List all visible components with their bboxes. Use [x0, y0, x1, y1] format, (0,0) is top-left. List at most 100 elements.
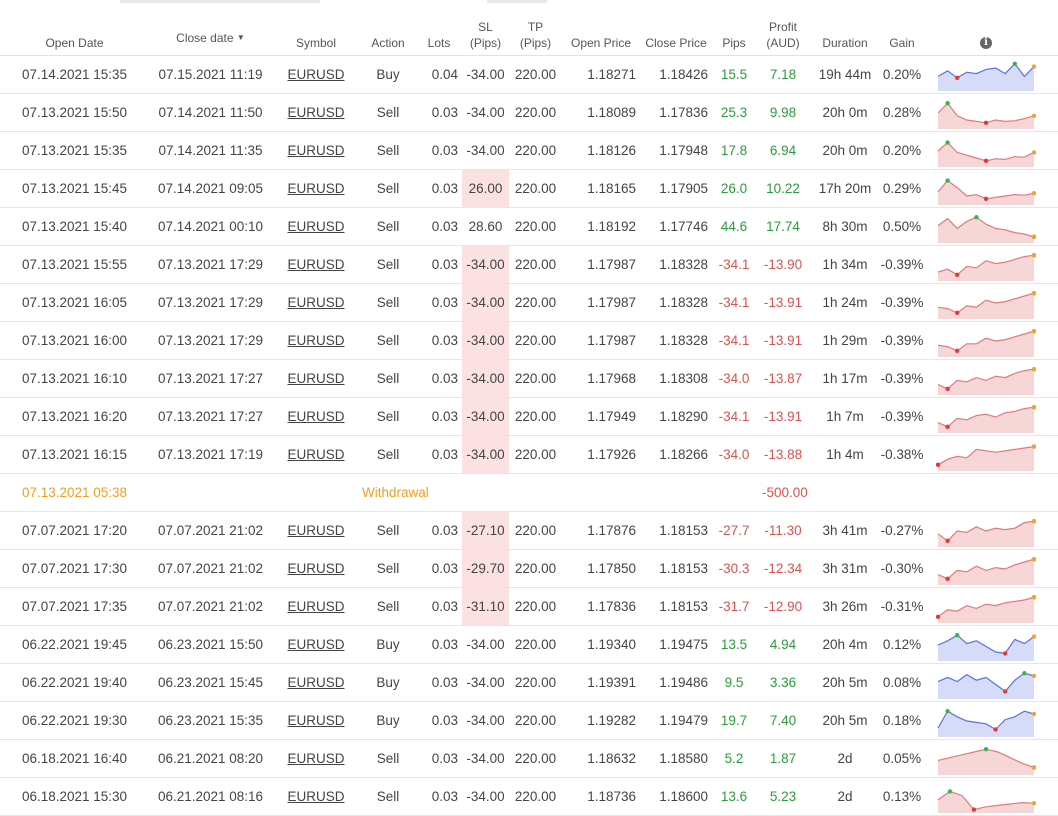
cell-sparkline[interactable] [924, 169, 1048, 208]
col-symbol[interactable]: Symbol [272, 0, 360, 56]
comment-cell[interactable] [1048, 397, 1058, 436]
symbol-link[interactable]: EURUSD [272, 283, 360, 322]
comment-cell[interactable] [1048, 283, 1058, 322]
symbol-link[interactable]: EURUSD [272, 435, 360, 474]
symbol-link[interactable]: EURUSD [272, 359, 360, 398]
col-close-date[interactable]: Close date ▼ [149, 0, 272, 56]
symbol-link[interactable]: EURUSD [272, 549, 360, 588]
col-open-date[interactable]: Open Date [0, 0, 149, 56]
cell-sparkline[interactable] [924, 435, 1048, 474]
symbol-link[interactable]: EURUSD [272, 169, 360, 208]
col-profit[interactable]: Profit (AUD) [756, 0, 810, 56]
cell-pips: 44.6 [712, 207, 756, 246]
symbol-link[interactable]: EURUSD [272, 777, 360, 816]
comment-cell[interactable] [1048, 359, 1058, 398]
table-row[interactable]: 07.13.2021 15:45 07.14.2021 09:05 EURUSD Se… [0, 169, 1058, 208]
col-open-price[interactable]: Open Price [562, 0, 640, 56]
cell-sparkline[interactable] [924, 93, 1048, 132]
table-row[interactable]: 07.07.2021 17:30 07.07.2021 21:02 EURUSD Se… [0, 549, 1058, 588]
cell-sparkline[interactable] [924, 397, 1048, 436]
sparkline-low-marker [971, 806, 977, 812]
cell-open-date: 07.07.2021 17:30 [0, 549, 149, 588]
symbol-link[interactable]: EURUSD [272, 701, 360, 740]
col-pips[interactable]: Pips [712, 0, 756, 56]
table-row[interactable]: 06.22.2021 19:40 06.23.2021 15:45 EURUSD Bu… [0, 663, 1058, 702]
table-row[interactable]: 06.18.2021 16:40 06.21.2021 08:20 EURUSD Se… [0, 739, 1058, 778]
symbol-link[interactable]: EURUSD [272, 397, 360, 436]
symbol-link[interactable]: EURUSD [272, 207, 360, 246]
cell-action: Sell [360, 587, 416, 626]
comment-cell[interactable] [1048, 473, 1058, 512]
cell-sparkline[interactable] [924, 359, 1048, 398]
col-tp[interactable]: TP (Pips) [509, 0, 562, 56]
symbol-link[interactable]: EURUSD [272, 321, 360, 360]
cell-gain: 0.29% [880, 169, 924, 208]
cell-sl: -34.00 [462, 93, 509, 132]
symbol-link[interactable]: EURUSD [272, 625, 360, 664]
table-row[interactable]: 07.13.2021 16:10 07.13.2021 17:27 EURUSD Se… [0, 359, 1058, 398]
table-row[interactable]: 07.13.2021 16:15 07.13.2021 17:19 EURUSD Se… [0, 435, 1058, 474]
symbol-link[interactable]: EURUSD [272, 511, 360, 550]
table-row[interactable]: 07.13.2021 16:20 07.13.2021 17:27 EURUSD Se… [0, 397, 1058, 436]
symbol-link[interactable]: EURUSD [272, 93, 360, 132]
cell-sparkline[interactable] [924, 55, 1048, 94]
cell-action: Sell [360, 549, 416, 588]
table-row[interactable]: 07.14.2021 15:35 07.15.2021 11:19 EURUSD Bu… [0, 55, 1058, 94]
symbol-link[interactable]: EURUSD [272, 55, 360, 94]
symbol-link[interactable]: EURUSD [272, 131, 360, 170]
cell-sparkline[interactable] [924, 739, 1048, 778]
sparkline-low-marker [955, 348, 960, 353]
table-row[interactable]: 07.13.2021 15:55 07.13.2021 17:29 EURUSD Se… [0, 245, 1058, 284]
sparkline-area [938, 406, 1034, 433]
sparkline-low-marker [945, 386, 950, 391]
cell-open-price: 1.19340 [562, 625, 640, 664]
table-row[interactable]: 07.07.2021 17:20 07.07.2021 21:02 EURUSD Se… [0, 511, 1058, 550]
table-row[interactable]: 06.22.2021 19:30 06.23.2021 15:35 EURUSD Bu… [0, 701, 1058, 740]
table-row[interactable]: 06.22.2021 19:45 06.23.2021 15:50 EURUSD Bu… [0, 625, 1058, 664]
cell-sparkline[interactable] [924, 625, 1048, 664]
table-row[interactable]: 07.13.2021 16:05 07.13.2021 17:29 EURUSD Se… [0, 283, 1058, 322]
cell-sparkline[interactable] [924, 245, 1048, 284]
table-row[interactable]: 07.13.2021 15:50 07.14.2021 11:50 EURUSD Se… [0, 93, 1058, 132]
comment-cell[interactable] [1048, 587, 1058, 626]
col-lots[interactable]: Lots [416, 0, 462, 56]
withdrawal-row[interactable]: 07.13.2021 05:38 Withdrawal -500.00 [0, 473, 1058, 512]
col-close-price[interactable]: Close Price [640, 0, 712, 56]
sparkline-end-marker [1031, 711, 1036, 716]
cell-sparkline[interactable] [924, 207, 1048, 246]
table-row[interactable]: 06.18.2021 15:30 06.21.2021 08:16 EURUSD Se… [0, 777, 1058, 816]
comment-cell[interactable] [1048, 549, 1058, 588]
col-sl[interactable]: SL (Pips) [462, 0, 509, 56]
col-action[interactable]: Action [360, 0, 416, 56]
cell-sparkline[interactable] [924, 587, 1048, 626]
symbol-link[interactable]: EURUSD [272, 739, 360, 778]
cell-sparkline[interactable] [924, 777, 1048, 816]
col-gain[interactable]: Gain [880, 0, 924, 56]
cell-sparkline[interactable] [924, 511, 1048, 550]
cell-close-price: 1.18426 [640, 55, 712, 94]
comment-cell[interactable] [1048, 511, 1058, 550]
info-icon[interactable]: i [980, 37, 992, 49]
table-row[interactable]: 07.13.2021 16:00 07.13.2021 17:29 EURUSD Se… [0, 321, 1058, 360]
cell-sl: -34.00 [462, 55, 509, 94]
col-duration[interactable]: Duration [810, 0, 880, 56]
symbol-link[interactable]: EURUSD [272, 245, 360, 284]
sparkline-end-marker [1031, 556, 1036, 561]
comment-cell[interactable] [1048, 321, 1058, 360]
cell-sparkline[interactable] [924, 549, 1048, 588]
sparkline-chart [937, 556, 1036, 585]
cell-sparkline[interactable] [924, 131, 1048, 170]
table-row[interactable]: 07.13.2021 15:35 07.14.2021 11:35 EURUSD Se… [0, 131, 1058, 170]
comment-cell[interactable] [1048, 245, 1058, 284]
comment-cell[interactable] [1048, 169, 1058, 208]
cell-open-date: 07.13.2021 15:50 [0, 93, 149, 132]
comment-cell[interactable] [1048, 435, 1058, 474]
symbol-link[interactable]: EURUSD [272, 663, 360, 702]
cell-sparkline[interactable] [924, 283, 1048, 322]
symbol-link[interactable]: EURUSD [272, 587, 360, 626]
cell-sparkline[interactable] [924, 321, 1048, 360]
cell-sparkline[interactable] [924, 663, 1048, 702]
table-row[interactable]: 07.07.2021 17:35 07.07.2021 21:02 EURUSD Se… [0, 587, 1058, 626]
table-row[interactable]: 07.13.2021 15:40 07.14.2021 00:10 EURUSD Se… [0, 207, 1058, 246]
cell-sparkline[interactable] [924, 701, 1048, 740]
